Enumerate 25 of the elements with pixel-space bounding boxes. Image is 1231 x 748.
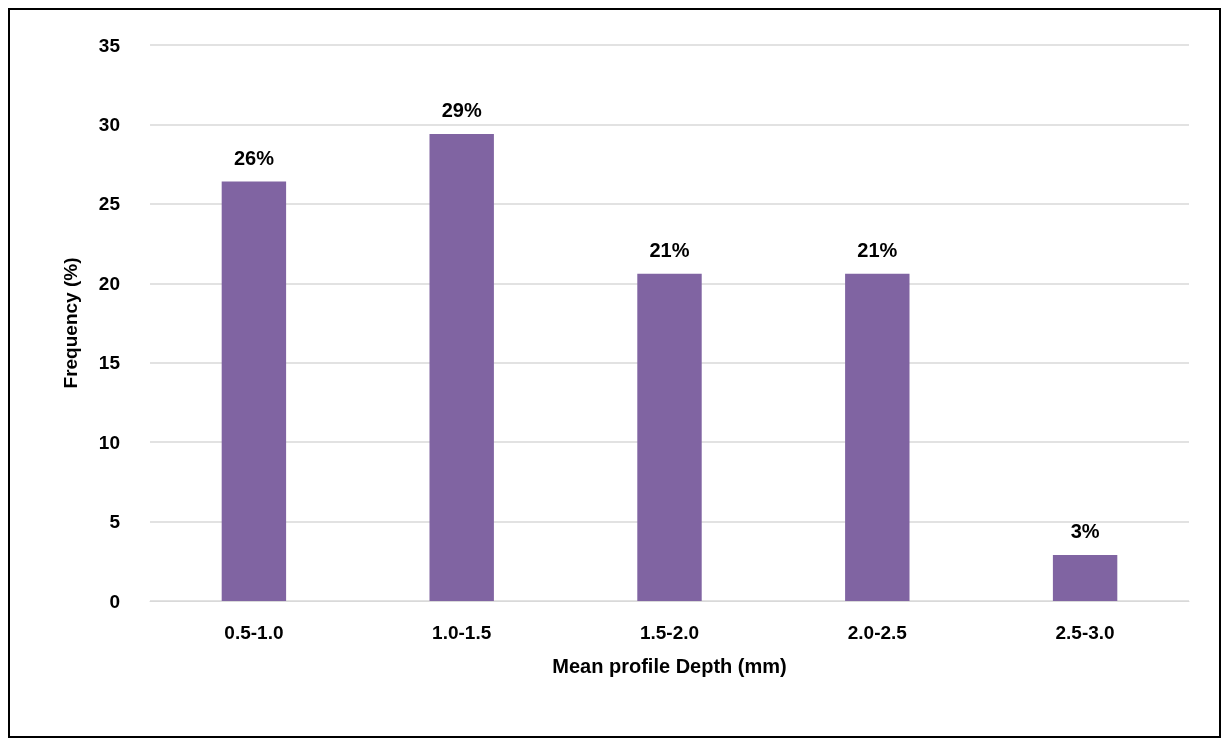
x-tick-label: 2.5-3.0 <box>1055 622 1115 643</box>
x-axis-title: Mean profile Depth (mm) <box>552 655 787 677</box>
bar <box>845 273 910 601</box>
data-label: 26% <box>233 146 275 169</box>
y-tick-label: 10 <box>98 431 120 453</box>
x-tick-label: 1.0-1.5 <box>432 622 492 643</box>
y-tick-label: 20 <box>98 272 120 294</box>
x-tick-label: 0.5-1.0 <box>224 622 284 643</box>
data-label: 29% <box>441 98 482 121</box>
y-tick-label: 35 <box>98 34 121 56</box>
bar <box>637 273 702 601</box>
y-axis-title: Frequency (%) <box>60 257 81 389</box>
bar <box>429 133 494 601</box>
y-tick-label: 25 <box>98 193 121 215</box>
x-tick-label: 2.0-2.5 <box>847 622 908 643</box>
bar <box>1052 554 1118 601</box>
y-tick-label: 0 <box>109 590 120 612</box>
y-tick-label: 15 <box>98 352 121 374</box>
data-label: 21% <box>857 238 898 261</box>
bar <box>221 181 287 601</box>
y-tick-label: 30 <box>98 113 120 135</box>
data-label: 21% <box>649 238 690 261</box>
x-tick-label: 1.5-2.0 <box>639 622 700 643</box>
data-label: 3% <box>1070 519 1100 542</box>
y-tick-label: 5 <box>109 511 121 533</box>
